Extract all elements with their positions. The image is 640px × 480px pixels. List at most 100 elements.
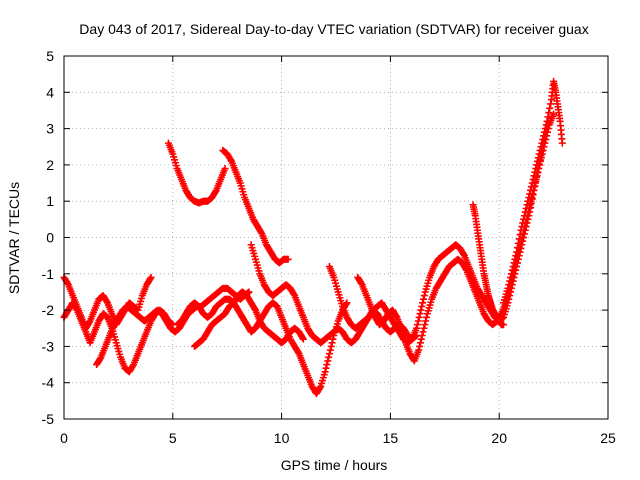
data-point: [536, 146, 544, 154]
y-tick-label: -1: [42, 266, 55, 282]
data-point: [147, 273, 155, 281]
x-tick-label: 10: [274, 430, 290, 446]
data-point: [414, 317, 422, 325]
data-point: [545, 109, 553, 117]
y-tick-label: -4: [42, 375, 55, 391]
data-point: [221, 165, 229, 173]
x-tick-label: 15: [383, 430, 399, 446]
series-track-l: [500, 77, 566, 307]
data-point: [251, 305, 259, 313]
data-point: [460, 250, 468, 258]
data-point: [539, 135, 547, 143]
data-point: [227, 156, 235, 164]
data-point: [316, 384, 324, 392]
data-point: [540, 128, 548, 136]
x-tick-label: 25: [600, 430, 616, 446]
data-point: [146, 275, 154, 283]
data-point: [512, 252, 520, 260]
data-point: [534, 154, 542, 162]
data-point: [524, 197, 532, 205]
data-point: [72, 305, 80, 313]
data-point: [504, 284, 512, 292]
data-points: [60, 77, 566, 398]
data-point: [328, 339, 336, 347]
data-point: [535, 150, 543, 158]
data-point: [527, 183, 535, 191]
data-point: [392, 312, 400, 320]
data-point: [325, 353, 333, 361]
data-point: [294, 348, 302, 356]
data-point: [416, 339, 424, 347]
series-track-k: [469, 201, 508, 329]
data-point: [508, 266, 516, 274]
data-point: [423, 313, 431, 321]
data-point: [530, 172, 538, 180]
x-axis-label: GPS time / hours: [281, 457, 388, 473]
data-point: [326, 346, 334, 354]
data-point: [520, 212, 528, 220]
data-point: [513, 248, 521, 256]
data-point: [290, 290, 298, 298]
data-point: [510, 259, 518, 267]
data-point: [520, 215, 528, 223]
data-point: [129, 362, 137, 370]
data-point: [322, 364, 330, 372]
data-point: [517, 226, 525, 234]
x-tick-label: 20: [491, 430, 507, 446]
y-tick-label: -2: [42, 302, 55, 318]
data-point: [103, 297, 111, 305]
series-track-d: [164, 139, 229, 207]
data-point: [511, 255, 519, 263]
data-point: [507, 270, 515, 278]
data-point: [546, 104, 554, 112]
x-tick-label: 0: [60, 430, 68, 446]
data-point: [257, 228, 265, 236]
data-point: [357, 279, 365, 287]
data-point: [417, 306, 425, 314]
data-point: [422, 317, 430, 325]
data-point: [325, 350, 333, 358]
data-point: [527, 186, 535, 194]
data-point: [211, 188, 219, 196]
data-point: [415, 346, 423, 354]
data-point: [321, 368, 329, 376]
x-tick-label: 5: [169, 430, 177, 446]
data-point: [526, 190, 534, 198]
y-tick-label: 0: [46, 230, 54, 246]
data-point: [516, 231, 524, 239]
y-tick-label: -5: [42, 411, 55, 427]
data-point: [518, 223, 526, 231]
data-point: [419, 328, 427, 336]
data-point: [299, 335, 307, 343]
data-point: [462, 265, 470, 273]
y-axis-label: SDTVAR / TECUs: [6, 182, 22, 294]
data-point: [413, 321, 421, 329]
data-point: [417, 335, 425, 343]
data-point: [421, 321, 429, 329]
series-track-e: [219, 146, 292, 267]
data-point: [509, 263, 517, 271]
axis-ticks: 0 5 10 15 20 25 -5 -4 -3 -2 -1 0 1 2 3 4 5: [42, 48, 616, 446]
data-point: [324, 357, 332, 365]
data-point: [537, 143, 545, 151]
data-point: [519, 219, 527, 227]
data-point: [531, 168, 539, 176]
data-point: [416, 342, 424, 350]
data-point: [533, 157, 541, 165]
data-point: [418, 302, 426, 310]
y-tick-label: 3: [46, 121, 54, 137]
y-tick-label: 5: [46, 48, 54, 64]
data-point: [420, 324, 428, 332]
data-point: [418, 332, 426, 340]
data-point: [413, 324, 421, 332]
data-point: [558, 139, 566, 147]
data-point: [541, 125, 549, 133]
data-point: [500, 321, 508, 329]
chart-title: Day 043 of 2017, Sidereal Day-to-day VTE…: [79, 21, 588, 37]
data-point: [550, 110, 558, 118]
data-point: [547, 100, 555, 108]
data-point: [521, 208, 529, 216]
y-tick-label: 2: [46, 157, 54, 173]
data-point: [505, 281, 513, 289]
